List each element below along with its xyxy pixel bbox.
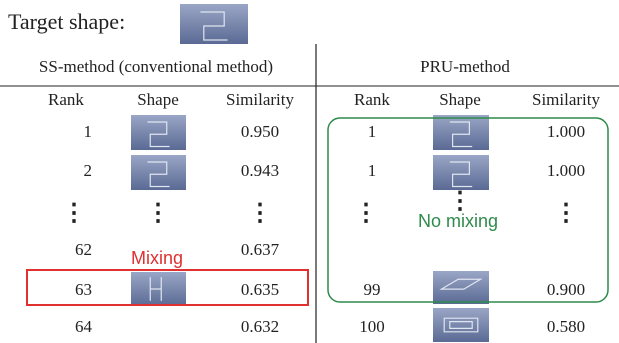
column-header: Similarity xyxy=(226,90,295,109)
shape-thumbnail xyxy=(131,155,186,190)
rank: ⋮ xyxy=(62,201,86,227)
thumb-bg xyxy=(433,308,489,342)
thumb-bg xyxy=(433,271,489,304)
column-header: Shape xyxy=(439,90,481,109)
shape-thumbnail xyxy=(433,271,489,304)
rank: 62 xyxy=(75,240,92,259)
shape: ⋮ xyxy=(146,201,170,227)
shape-thumbnail xyxy=(131,272,186,306)
similarity: 1.000 xyxy=(547,161,585,180)
title: Target shape: xyxy=(8,9,125,34)
similarity: 0.632 xyxy=(241,317,279,336)
annotation: No mixing xyxy=(418,211,498,231)
similarity: 0.950 xyxy=(241,122,279,141)
similarity: 1.000 xyxy=(547,122,585,141)
similarity: 0.637 xyxy=(241,240,280,259)
column-header: Similarity xyxy=(532,90,601,109)
shape-thumbnail xyxy=(180,4,248,44)
thumb-bg xyxy=(131,115,186,150)
group-header: SS-method (conventional method) xyxy=(39,57,273,76)
rank: 1 xyxy=(84,122,93,141)
rank: 99 xyxy=(364,280,381,299)
rank: 1 xyxy=(368,122,377,141)
shape-thumbnail xyxy=(131,115,186,150)
rank: 100 xyxy=(359,317,385,336)
thumb-bg xyxy=(180,4,248,44)
similarity: 0.900 xyxy=(547,280,585,299)
similarity: ⋮ xyxy=(248,201,272,227)
similarity: ⋮ xyxy=(554,201,578,227)
thumb-bg xyxy=(131,155,186,190)
rank: 64 xyxy=(75,317,93,336)
annotation: Mixing xyxy=(131,248,183,268)
similarity: 0.580 xyxy=(547,317,585,336)
rank: 2 xyxy=(84,161,93,180)
rank: ⋮ xyxy=(354,201,378,227)
shape-thumbnail xyxy=(433,308,489,342)
column-header: Rank xyxy=(48,90,84,109)
column-header: Rank xyxy=(354,90,390,109)
rank: 63 xyxy=(75,280,92,299)
similarity: 0.943 xyxy=(241,161,279,180)
column-header: Shape xyxy=(137,90,179,109)
similarity: 0.635 xyxy=(241,280,279,299)
shape-thumbnail xyxy=(433,155,489,190)
rank: 1 xyxy=(368,161,377,180)
thumb-bg xyxy=(433,115,489,150)
figure: Target shape: SS-method (conventional me… xyxy=(0,0,619,343)
shape-thumbnail xyxy=(433,115,489,150)
thumb-bg xyxy=(433,155,489,190)
group-header: PRU-method xyxy=(420,57,510,76)
